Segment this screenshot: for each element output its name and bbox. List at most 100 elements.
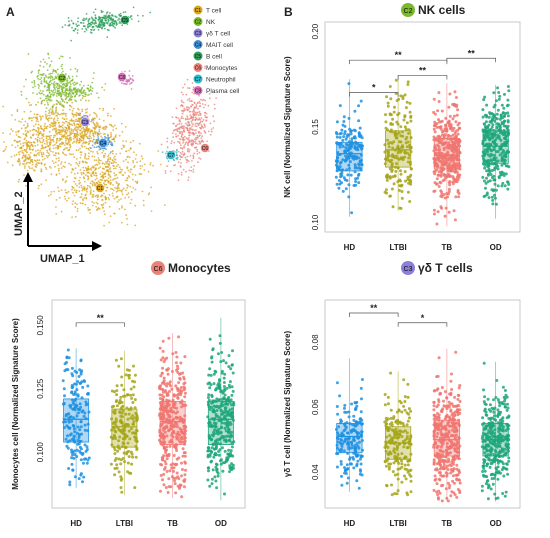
legend-entry-c5: B cell: [206, 54, 222, 61]
plot-frame: [51, 299, 246, 509]
box-panel-b-top: C2 NK cells NK cell (Normalized Signature …: [283, 3, 521, 252]
box-ltbi: [383, 75, 413, 211]
significance-label: **: [468, 48, 476, 58]
umap-cluster-c2-cloud: [40, 76, 103, 107]
legend-entry-c6: Monocytes: [206, 65, 238, 72]
plot-frame: [324, 299, 521, 509]
umap-badge-c8: C8: [119, 75, 126, 81]
box-ltbi: [109, 350, 139, 496]
legend-badge-label-c2: C2: [195, 20, 202, 26]
y-tick-label: 0.06: [311, 399, 320, 415]
significance-bracket: **: [349, 303, 399, 317]
umap-point-cloud: [2, 6, 218, 227]
chart-title: Monocytes: [168, 261, 231, 275]
y-axis-label: NK cell (Normalized Signature Score): [283, 56, 292, 198]
title-badge-c2: [401, 3, 415, 17]
jitter-points: [334, 82, 364, 215]
panel-label-b: B: [284, 5, 293, 19]
box-plot-panels: C2 NK cells NK cell (Normalized Signature …: [11, 3, 521, 528]
legend-badge-label-c6: C6: [195, 66, 202, 72]
x-tick-label-tb: TB: [167, 519, 178, 528]
box-od: [481, 85, 511, 219]
y-tick-label: 0.150: [36, 315, 45, 336]
umap-badge-c4-dot: [98, 138, 108, 148]
chart-title: γδ T cells: [418, 261, 473, 275]
x-tick-label-tb: TB: [442, 519, 453, 528]
legend-badge-c5: [193, 51, 203, 61]
significance-bracket: *: [349, 83, 399, 97]
x-tick-label-hd: HD: [70, 519, 82, 528]
umap-badge-c7-dot: [166, 150, 176, 160]
umap-cluster-c1-cloud: [3, 110, 59, 190]
y-axis-label: γδ T cell (Normalized Signature Score): [283, 331, 292, 478]
significance-label: **: [370, 303, 378, 313]
umap-cluster-c5-cloud: [61, 6, 152, 42]
x-tick-label-hd: HD: [344, 519, 356, 528]
legend-badge-c7: [193, 74, 203, 84]
jitter-points: [480, 361, 511, 501]
significance-label: **: [97, 313, 105, 323]
legend-entry-c2: NK: [206, 19, 216, 26]
legend-badge-label-c7: C7: [195, 77, 202, 83]
plot-frame: [324, 21, 521, 233]
box-tb: [432, 348, 462, 503]
significance-bracket: **: [446, 48, 496, 63]
significance-label: **: [419, 65, 427, 75]
umap-badge-c8-dot: [117, 72, 127, 82]
umap-cluster-c1-cloud: [42, 111, 127, 152]
legend-entry-c4: MAIT cell: [206, 42, 234, 49]
umap-ylabel: UMAP_2: [13, 191, 25, 236]
significance-bracket: **: [75, 313, 125, 327]
y-axis-label: Monocytes cell (Normalized Signature Sco…: [11, 318, 20, 490]
x-tick-label-od: OD: [490, 243, 502, 252]
legend-badge-label-c4: C4: [195, 43, 202, 49]
jitter-points: [334, 378, 364, 490]
jitter-points: [61, 348, 91, 487]
legend-entry-c8: Plasma cell: [206, 88, 240, 95]
box-tb: [432, 83, 462, 227]
legend-entry-c3: γδ T cell: [206, 31, 231, 38]
significance-label: *: [421, 313, 425, 323]
y-tick-label: 0.10: [311, 214, 320, 230]
umap-badge-c6: C6: [202, 146, 209, 152]
legend-badge-c2: [193, 17, 203, 26]
y-tick-label: 0.08: [311, 334, 320, 350]
box-od: [480, 361, 511, 502]
box-od: [206, 317, 236, 501]
legend-badge-label-c8: C8: [195, 89, 202, 95]
y-tick-label: 0.04: [311, 464, 320, 480]
box-hd: [61, 348, 91, 488]
legend-badge-c6: [193, 63, 203, 72]
title-badge-label: C3: [404, 266, 413, 273]
significance-label: **: [395, 50, 403, 60]
umap-badge-c2: C2: [59, 76, 66, 82]
umap-badge-c3-dot: [80, 117, 90, 127]
y-tick-label: 0.15: [311, 119, 320, 135]
jitter-points: [109, 357, 139, 494]
chart-title: NK cells: [418, 3, 466, 17]
panel-label-a: A: [6, 5, 15, 19]
title-badge-label: C2: [404, 8, 413, 15]
legend-badge-label-c5: C5: [195, 54, 202, 60]
box-hd: [334, 358, 364, 492]
umap-cluster-c1-cloud: [17, 89, 166, 227]
umap-badge-c5: C5: [122, 18, 129, 24]
legend-entry-c1: T cell: [206, 8, 222, 15]
title-badge-c6: [151, 261, 165, 275]
y-tick-label: 0.125: [36, 378, 45, 399]
umap-xlabel: UMAP_1: [40, 253, 85, 265]
significance-label: *: [372, 83, 376, 93]
jitter-points: [383, 78, 413, 210]
x-tick-label-od: OD: [215, 519, 227, 528]
x-tick-label-ltbi: LTBI: [390, 243, 407, 252]
umap-cluster-badges: C1 C2 C3 C4 C5 C6 C7 C8: [57, 15, 210, 193]
x-tick-label-od: OD: [490, 519, 502, 528]
box-panel-a-bottom: C6 Monocytes Monocytes cell (Normalized Si…: [11, 261, 246, 528]
y-tick-label: 0.20: [311, 23, 320, 39]
umap-badge-c3: C3: [82, 120, 89, 126]
legend-badge-c1: [193, 5, 203, 15]
umap-badge-c2-dot: [57, 73, 67, 83]
jitter-points: [383, 371, 413, 497]
